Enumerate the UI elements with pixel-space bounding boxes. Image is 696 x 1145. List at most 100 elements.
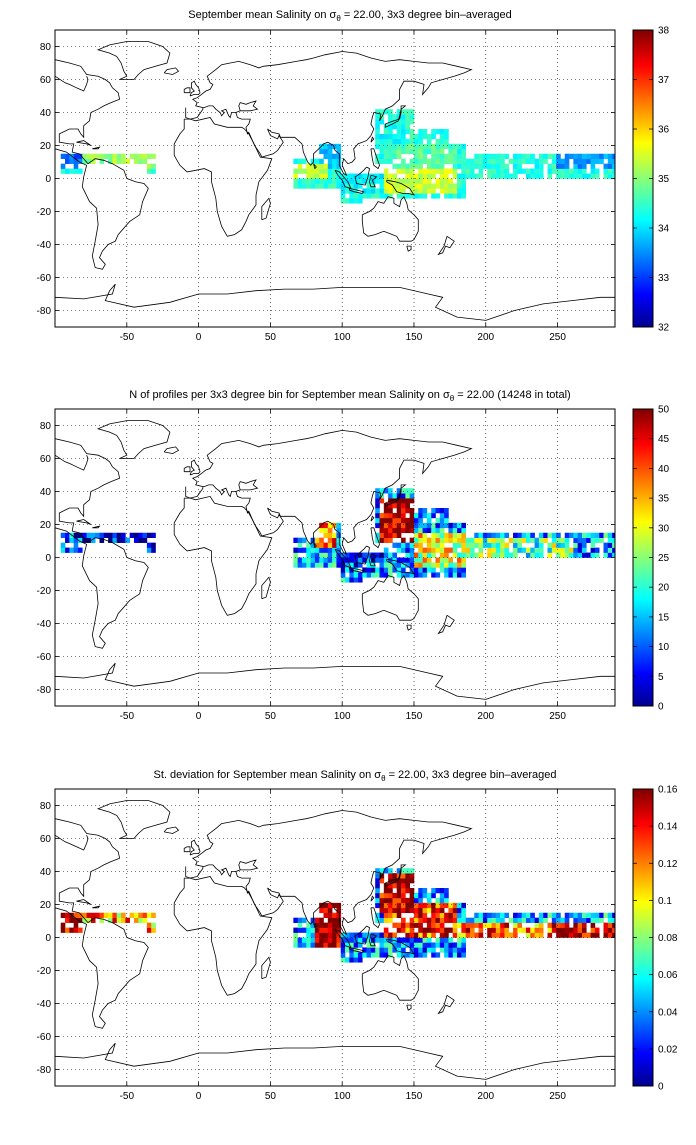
colorbar-tick-label: 32 (658, 323, 670, 334)
bin-cell (357, 552, 363, 558)
bin-cell (435, 148, 441, 155)
colorbar-tick-label: 35 (658, 174, 670, 185)
bin-cell (435, 927, 441, 933)
bin-cell (439, 942, 445, 948)
bin-cell (349, 572, 354, 578)
bin-cell (297, 178, 303, 184)
bin-cell (573, 547, 578, 553)
x-tick-label: 150 (406, 332, 423, 343)
bin-cell (413, 552, 419, 558)
bin-cell (392, 942, 398, 948)
bin-cell (577, 922, 583, 928)
bin-cell (495, 542, 501, 548)
bin-cell (409, 508, 415, 514)
bin-cell (478, 532, 484, 538)
bin-cell (332, 937, 337, 943)
bin-cell (551, 917, 557, 923)
coastline (386, 179, 415, 196)
bin-cell (457, 173, 462, 179)
bin-cell (332, 522, 337, 529)
bin-cell (495, 927, 501, 933)
bin-cell (435, 562, 441, 568)
bin-cell (607, 542, 613, 548)
bin-cell (323, 907, 329, 914)
bin-cell (534, 552, 540, 558)
bin-cell (405, 547, 410, 553)
bin-cell (439, 897, 445, 904)
bin-cell (121, 917, 126, 923)
bin-cell (332, 143, 337, 150)
bin-cell (375, 557, 380, 563)
bin-cell (418, 907, 423, 914)
bin-cell (396, 927, 402, 933)
bin-cell (336, 547, 342, 553)
bin-cell (538, 552, 544, 558)
bin-cell (362, 173, 367, 179)
bin-cell (426, 897, 432, 904)
bin-cell (396, 183, 402, 189)
bin-cell (422, 188, 428, 194)
bin-cell (525, 168, 531, 174)
bin-cell (405, 168, 410, 174)
bin-cell (581, 932, 587, 938)
bin-cell (327, 183, 333, 189)
bin-cell (465, 537, 471, 543)
colorbar-tick-label: 0.04 (658, 1007, 678, 1018)
bin-cell (99, 912, 105, 918)
bin-cell (375, 912, 380, 918)
bin-cell (327, 562, 333, 568)
coastline (349, 567, 365, 573)
bin-cell (439, 148, 445, 155)
bin-cell (482, 532, 488, 538)
bin-cell (547, 932, 553, 938)
coastline (55, 438, 149, 649)
bin-cell (383, 547, 389, 553)
bin-cell (482, 537, 488, 543)
bin-cell (444, 153, 449, 159)
bin-cell (60, 912, 66, 918)
bin-cell (73, 537, 79, 543)
bin-cell (586, 153, 591, 159)
bin-cell (461, 557, 466, 563)
y-tick-label: -20 (37, 586, 52, 597)
bin-cell (306, 922, 311, 928)
bin-cell (448, 547, 454, 553)
bin-cell (383, 522, 389, 529)
bin-cell (129, 912, 135, 918)
bin-cell (379, 932, 385, 938)
bin-cell (293, 557, 298, 563)
bin-cell (375, 888, 380, 894)
bin-cell (73, 532, 79, 538)
bin-cell (538, 932, 544, 938)
bin-cell (487, 922, 492, 928)
y-tick-label: 0 (45, 933, 51, 944)
bin-cell (409, 512, 415, 519)
bin-cell (469, 173, 475, 179)
bin-cell (396, 148, 402, 155)
bin-cell (491, 542, 497, 548)
bin-cell (388, 527, 393, 534)
bin-cell (379, 119, 385, 125)
bin-cell (612, 153, 615, 159)
bin-cell (422, 917, 428, 923)
bin-cell (388, 942, 393, 948)
bin-cell (112, 917, 118, 923)
bin-cell (392, 503, 398, 509)
bin-cell (375, 109, 380, 115)
bin-cell (323, 927, 329, 933)
coastline (384, 484, 407, 508)
bin-cell (439, 922, 445, 928)
bin-cell (517, 542, 522, 548)
bin-cell (332, 557, 337, 563)
bin-cell (457, 527, 462, 534)
coastline (55, 59, 149, 270)
bin-cell (534, 927, 540, 933)
coastline (55, 1042, 615, 1080)
bin-cell (392, 552, 398, 558)
bin-cell (482, 163, 488, 169)
bin-cell (431, 143, 436, 150)
bin-cell (69, 168, 74, 174)
bin-cell (375, 522, 380, 529)
bin-cell (513, 158, 518, 164)
bin-cell (444, 522, 449, 529)
